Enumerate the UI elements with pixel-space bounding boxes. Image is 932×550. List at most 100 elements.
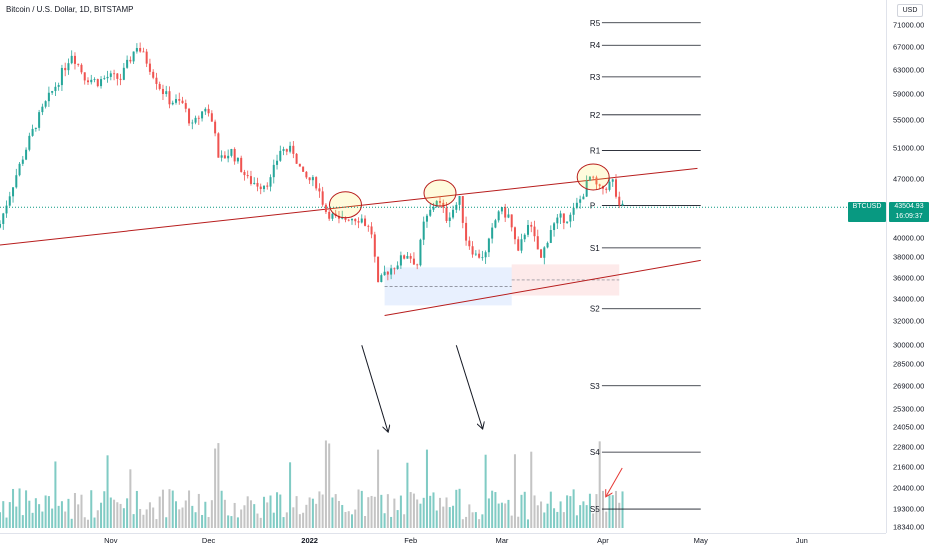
- candle-body: [103, 78, 106, 80]
- candle-body: [191, 122, 194, 124]
- position-zones: [384, 264, 620, 306]
- volume-bar: [621, 491, 624, 528]
- volume-bar: [354, 509, 357, 528]
- volume-bar: [83, 517, 86, 528]
- volume-bar: [80, 494, 83, 528]
- volume-bar: [96, 510, 99, 528]
- candle-body: [478, 253, 481, 258]
- price-tick: 30000.00: [893, 340, 925, 350]
- volume-bar: [513, 454, 516, 528]
- volume-bar: [54, 461, 57, 528]
- volume-bar: [595, 494, 598, 528]
- volume-bar: [367, 497, 370, 528]
- volume-bar: [487, 498, 490, 528]
- candle-body: [360, 218, 363, 223]
- candle-body: [227, 155, 230, 159]
- volume-bar: [370, 495, 373, 528]
- pivot-label-r5: R5: [590, 19, 601, 28]
- price-tick: 28500.00: [893, 359, 925, 369]
- highlight-ellipses[interactable]: [328, 163, 610, 219]
- volume-bar: [373, 496, 376, 528]
- candle-body: [399, 255, 402, 266]
- volume-bar: [399, 495, 402, 528]
- volume-bar: [432, 492, 435, 528]
- candle-body: [448, 217, 451, 221]
- candle-body: [139, 48, 142, 52]
- volume-bar: [471, 512, 474, 528]
- last-price-value: 43504.93: [894, 203, 924, 210]
- volume-bar: [461, 519, 464, 528]
- candle-body: [373, 234, 376, 257]
- candle-body: [318, 188, 321, 192]
- candle-body: [621, 203, 624, 206]
- volume-bar: [106, 455, 109, 528]
- candle-body: [220, 155, 223, 158]
- volume-bar: [321, 494, 324, 528]
- volume-bar: [302, 512, 305, 528]
- volume-bar: [109, 497, 112, 528]
- highlight-ellipse: [423, 179, 457, 207]
- volume-bar: [442, 506, 445, 528]
- pivot-label-s3: S3: [590, 382, 600, 391]
- volume-bar: [562, 512, 565, 528]
- price-scale[interactable]: USD 71000.00 67000.00 63000.00 59000.00 5500…: [886, 0, 932, 533]
- candle-body: [106, 76, 109, 79]
- annotation-arrows[interactable]: [361, 345, 623, 496]
- candle-body: [494, 220, 497, 228]
- volume-bar: [31, 512, 34, 528]
- volume-bar: [67, 498, 70, 528]
- candle-body: [168, 91, 171, 105]
- candle-body: [54, 86, 57, 92]
- candle-body: [445, 207, 448, 221]
- chart-title: Bitcoin / U.S. Dollar, 1D, BITSTAMP: [6, 5, 134, 14]
- candle-body: [370, 226, 373, 235]
- price-chart[interactable]: R5 R4 R3 R2 R1 P S1 S2 S3 S4 S5: [0, 0, 886, 533]
- candle-body: [383, 271, 386, 276]
- volume-bar: [223, 499, 226, 528]
- candle-body: [174, 99, 178, 103]
- volume-bar: [214, 448, 217, 528]
- volume-bar: [129, 469, 132, 528]
- candle-body: [38, 112, 41, 128]
- volume-bar: [64, 511, 67, 528]
- candle-body: [438, 201, 442, 203]
- volume-bar: [158, 496, 161, 528]
- candle-body: [611, 179, 614, 182]
- volume-bar: [25, 490, 28, 528]
- time-tick: Dec: [201, 536, 216, 545]
- volume-bar: [347, 511, 350, 528]
- volume-bar: [315, 503, 318, 528]
- candle-body: [487, 238, 490, 253]
- candle-body: [181, 100, 184, 104]
- candle-body: [566, 221, 569, 223]
- volume-bar: [520, 494, 523, 528]
- volume-bar: [5, 517, 8, 528]
- time-scale[interactable]: Nov Dec 2022 Feb Mar Apr May Jun: [0, 533, 886, 550]
- volume-bar: [478, 519, 481, 528]
- candle-body: [491, 227, 494, 239]
- volume-bar: [135, 490, 138, 528]
- candle-body: [393, 268, 396, 270]
- candle-body: [100, 79, 103, 87]
- candle-body: [201, 111, 204, 119]
- candle-body: [471, 246, 474, 255]
- currency-button[interactable]: USD: [897, 4, 923, 17]
- candle-body: [386, 271, 389, 275]
- candle-body: [18, 163, 21, 176]
- candle-body: [135, 48, 138, 52]
- volume-bar: [553, 508, 556, 528]
- candle-body: [579, 199, 582, 203]
- pivot-label-p: P: [590, 202, 595, 211]
- volume-bar: [380, 494, 383, 528]
- volume-bar: [230, 516, 233, 528]
- chart-area[interactable]: R5 R4 R3 R2 R1 P S1 S2 S3 S4 S5 Bitcoin / U.S. Dol…: [0, 0, 886, 533]
- candle-body: [60, 67, 63, 86]
- candle-body: [171, 102, 174, 105]
- candle-body: [0, 223, 2, 228]
- volume-bar: [184, 500, 187, 528]
- candle-body: [152, 71, 155, 78]
- candle-body: [435, 201, 438, 207]
- volume-bar: [468, 504, 471, 528]
- volume-bar: [409, 492, 412, 528]
- trendlines[interactable]: [0, 167, 701, 317]
